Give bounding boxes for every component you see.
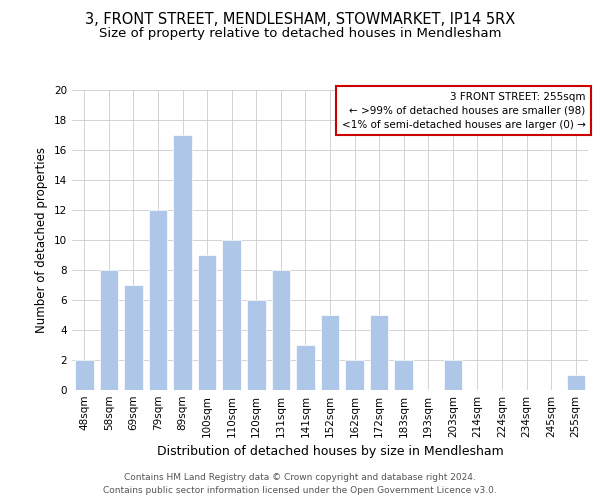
Bar <box>566 375 585 390</box>
Bar <box>272 270 290 390</box>
Bar <box>395 360 413 390</box>
X-axis label: Distribution of detached houses by size in Mendlesham: Distribution of detached houses by size … <box>157 446 503 458</box>
Text: Size of property relative to detached houses in Mendlesham: Size of property relative to detached ho… <box>99 28 501 40</box>
Bar <box>296 345 314 390</box>
Text: 3 FRONT STREET: 255sqm
← >99% of detached houses are smaller (98)
<1% of semi-de: 3 FRONT STREET: 255sqm ← >99% of detache… <box>341 92 586 130</box>
Text: 3, FRONT STREET, MENDLESHAM, STOWMARKET, IP14 5RX: 3, FRONT STREET, MENDLESHAM, STOWMARKET,… <box>85 12 515 28</box>
Bar <box>100 270 118 390</box>
Bar <box>198 255 217 390</box>
Bar <box>75 360 94 390</box>
Bar <box>321 315 339 390</box>
Text: Contains HM Land Registry data © Crown copyright and database right 2024.
Contai: Contains HM Land Registry data © Crown c… <box>103 474 497 495</box>
Y-axis label: Number of detached properties: Number of detached properties <box>35 147 49 333</box>
Bar <box>223 240 241 390</box>
Bar <box>443 360 462 390</box>
Bar <box>370 315 388 390</box>
Bar <box>346 360 364 390</box>
Bar <box>247 300 265 390</box>
Bar <box>149 210 167 390</box>
Bar <box>124 285 143 390</box>
Bar <box>173 135 192 390</box>
